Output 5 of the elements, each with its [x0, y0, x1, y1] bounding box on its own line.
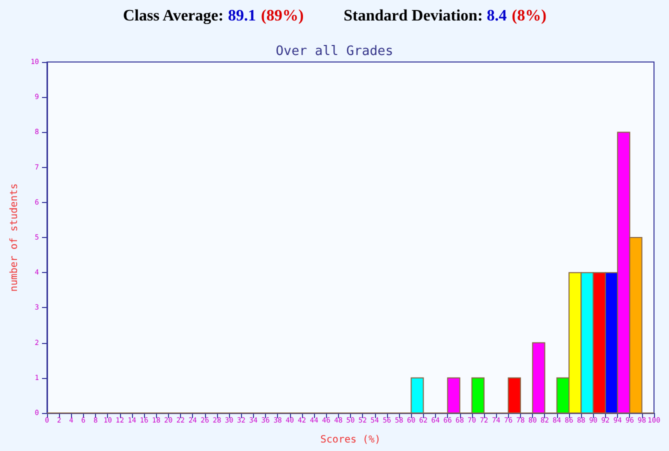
x-axis-title: Scores (%)	[320, 434, 381, 446]
y-axis-title: number of students	[9, 183, 20, 292]
text: Class Average: 89.1 (89%)	[122, 8, 304, 24]
chart-title: Over all Grades	[276, 44, 394, 59]
text: Standard Deviation: 8.4 (8%)	[344, 8, 546, 24]
